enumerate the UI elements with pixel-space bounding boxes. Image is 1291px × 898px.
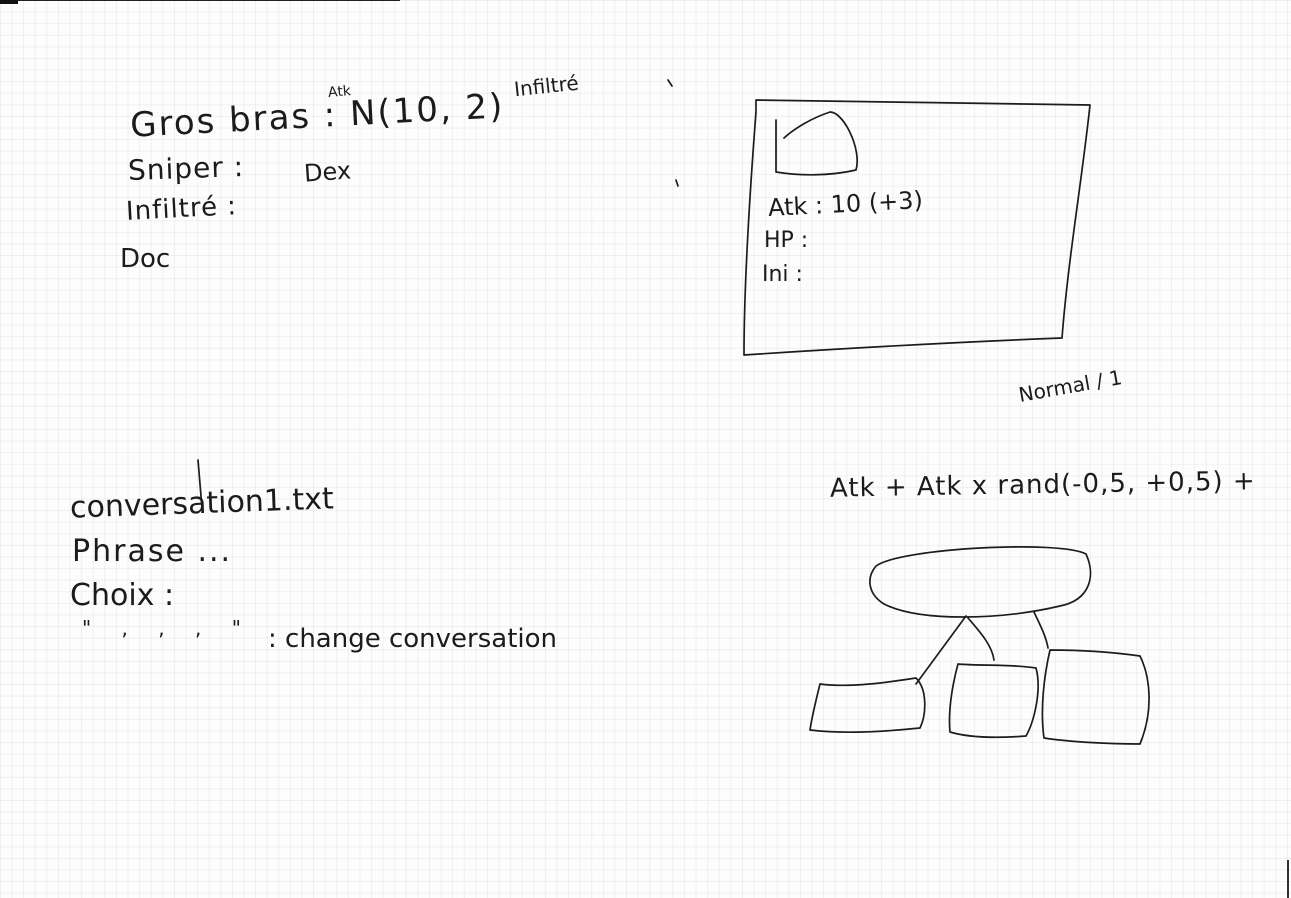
note-sniper: Sniper :	[127, 149, 245, 188]
note-doc: Doc	[120, 244, 171, 274]
portrait-sketch	[775, 111, 858, 176]
small-mark	[667, 79, 673, 87]
note-atk-formula: Atk + Atk x rand(-0,5, +0,5) +	[829, 466, 1256, 504]
note-phrase: Phrase ...	[72, 534, 233, 569]
note-infiltre: Infiltré :	[125, 191, 238, 227]
note-normal: Normal / 1	[1016, 365, 1124, 407]
page-edge-line	[0, 0, 400, 1]
note-choix: Choix :	[70, 578, 175, 613]
page-edge-mark	[1287, 860, 1289, 898]
connector-line-1	[915, 615, 967, 685]
card-stat-ini: Ini :	[762, 262, 803, 287]
page-corner-mark	[0, 0, 18, 4]
bubble-middle-shape	[948, 663, 1039, 739]
card-stat-hp: HP :	[764, 228, 809, 253]
card-stat-atk: Atk : 10 (+3)	[767, 185, 924, 223]
bubble-left-shape	[809, 677, 926, 734]
note-gros-bras: Gros bras : N(10, 2)	[129, 86, 506, 146]
small-mark	[675, 179, 679, 187]
bubble-right-shape	[1041, 649, 1150, 745]
connector-line-2	[967, 617, 995, 661]
note-conversation-file: conversation1.txt	[69, 481, 335, 526]
note-infiltre-side: Infiltré	[512, 70, 580, 102]
note-change-marks: " , , , "	[82, 616, 253, 640]
note-atk-superscript: Atk	[327, 83, 352, 101]
note-change-label: : change conversation	[268, 624, 558, 654]
bubble-top-shape	[869, 546, 1092, 618]
connector-line-3	[1033, 611, 1049, 649]
note-sniper-value: Dex	[303, 156, 352, 188]
